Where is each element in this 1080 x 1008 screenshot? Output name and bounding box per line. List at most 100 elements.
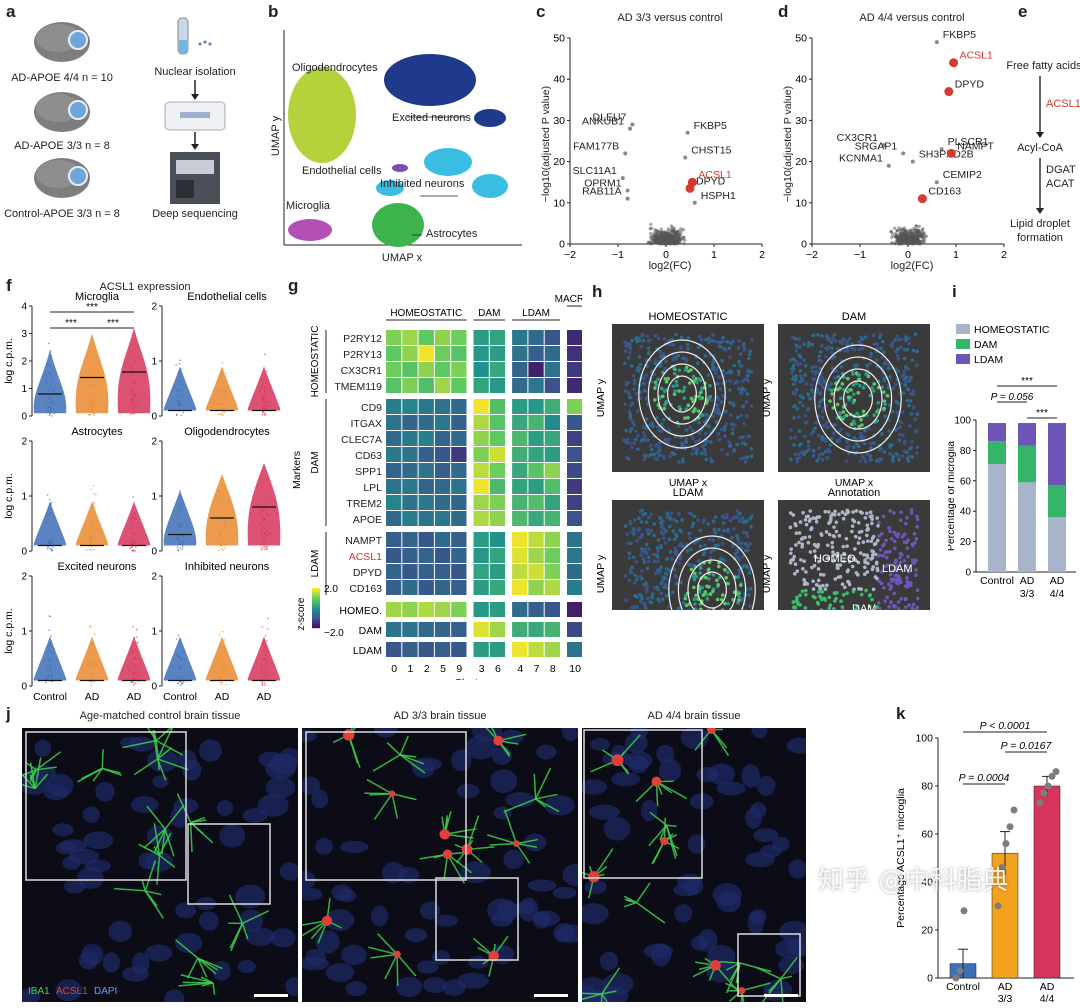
cell-point (789, 428, 793, 432)
heatmap-cell (567, 431, 582, 446)
cell-point (261, 681, 263, 683)
cell-point (890, 537, 894, 541)
gene-dot (918, 225, 921, 228)
nucleus (109, 921, 133, 942)
cell-point (729, 413, 733, 417)
cell-point (747, 593, 751, 597)
stain-dapi: DAPI (94, 986, 117, 997)
umap-ylabel: UMAP y (595, 554, 607, 593)
cell-point (130, 413, 132, 415)
cell-point (830, 392, 834, 396)
heatmap-cell (419, 479, 434, 494)
gene-point (901, 151, 905, 155)
cell-point (804, 593, 808, 597)
heatmap-cell (386, 346, 401, 361)
cell-point (833, 591, 837, 595)
cell-point (724, 576, 728, 580)
heatmap-cell (512, 548, 527, 563)
heatmap-cell (490, 399, 505, 414)
row-group-label: LDAM (310, 550, 321, 578)
cell-point (715, 403, 719, 407)
cell-point (792, 364, 796, 368)
cell-point (739, 414, 743, 418)
cell-point (744, 460, 748, 464)
cluster-label: Astrocytes (426, 228, 477, 240)
cell-point (261, 549, 263, 551)
heatmap-cell (567, 511, 582, 526)
heatmap-cell (386, 564, 401, 579)
cell-point (846, 377, 850, 381)
panel-e: Free fatty acids ACSL1 Acyl-CoA DGAT ACA… (1000, 50, 1080, 250)
cell-point (852, 436, 856, 440)
heatmap-cell (451, 532, 466, 547)
heatmap-cell (451, 415, 466, 430)
heatmap-cell (528, 399, 543, 414)
gene-point (947, 149, 956, 158)
cell-point (737, 387, 741, 391)
cell-point (901, 410, 905, 414)
cell-point (810, 432, 814, 436)
y-tick-label: 40 (795, 74, 807, 86)
cell-point (746, 392, 750, 396)
cell-point (800, 537, 804, 541)
cell-point (882, 407, 886, 411)
cell-point (730, 536, 734, 540)
cell-point (897, 458, 901, 462)
cell-point (262, 626, 264, 628)
pathway-enzyme: ACAT (1046, 178, 1075, 190)
cell-point (686, 343, 690, 347)
cell-point (133, 549, 135, 551)
cell-point (872, 342, 876, 346)
cell-point (842, 593, 846, 597)
cell-point (716, 398, 720, 402)
heatmap-cell (402, 580, 417, 595)
gene-dot (919, 235, 922, 238)
cell-point (664, 541, 668, 545)
y-tick-label: 10 (553, 197, 565, 209)
nucleus (787, 738, 806, 754)
cell-point (711, 538, 715, 542)
y-tick-label: 0 (21, 682, 27, 693)
cell-point (833, 577, 837, 581)
cell-point (47, 494, 49, 496)
category-label: Control (980, 575, 1014, 587)
pathway-enzyme: ACSL1 (1046, 98, 1080, 110)
nucleus (302, 888, 322, 901)
gene-dot (898, 231, 901, 234)
cell-point (135, 546, 137, 548)
cell-point (735, 534, 739, 538)
heatmap-cell (474, 463, 489, 478)
cell-point (855, 412, 859, 416)
cell-point (826, 457, 830, 461)
colorbar-segment (312, 598, 320, 600)
sequencer-icon (170, 152, 220, 204)
cell-point (808, 397, 812, 401)
cell-point (807, 341, 811, 345)
cell-point (915, 350, 919, 354)
cell-point (632, 374, 636, 378)
heatmap-row-label: CD163 (349, 583, 382, 595)
cell-point (740, 364, 744, 368)
cell-point (858, 384, 862, 388)
cell-point (910, 412, 914, 416)
gene-dot (890, 242, 893, 245)
gene-dot (890, 235, 893, 238)
heatmap-row-label: P2RY13 (343, 349, 382, 361)
cell-point (657, 538, 661, 542)
heatmap-cell (435, 564, 450, 579)
cell-point (698, 431, 702, 435)
colorbar-segment (312, 612, 320, 614)
cell-point (734, 552, 738, 556)
cell-point (672, 518, 676, 522)
cell-point (833, 376, 837, 380)
cell-point (789, 436, 793, 440)
cell-point (740, 541, 744, 545)
acsl1-signal (462, 844, 473, 855)
cell-point (729, 519, 733, 523)
score-cell (402, 602, 417, 617)
colorbar-segment (312, 594, 320, 596)
cell-point (736, 537, 740, 541)
cell-point (717, 528, 721, 532)
cluster-label: 8 (550, 663, 556, 675)
cell-point (817, 456, 821, 460)
